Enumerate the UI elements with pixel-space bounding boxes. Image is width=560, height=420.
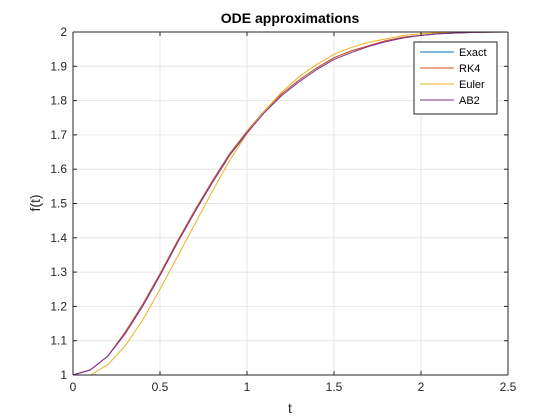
y-tick-label: 1.5 — [50, 197, 67, 211]
series-line-euler — [73, 31, 508, 376]
y-tick-label: 2 — [60, 25, 67, 39]
legend-item-euler: Euler — [420, 79, 485, 91]
y-tick-label: 1.4 — [50, 231, 67, 245]
y-tick-label: 1.3 — [50, 265, 67, 279]
axis-ticks: 0 0.5 1 1.5 2 2.5 1 1.1 1.2 1.3 1.4 1.5 1.6 1.7 1.8 1.9… — [50, 25, 516, 394]
y-tick-label: 1 — [60, 368, 67, 382]
y-tick-label: 1.2 — [50, 299, 67, 313]
grid-lines — [73, 32, 508, 375]
series-line-ab2 — [72, 31, 509, 376]
legend-item-exact: Exact — [420, 47, 487, 59]
y-tick-label: 1.7 — [50, 128, 67, 142]
legend-item-rk4: RK4 — [420, 63, 480, 75]
series-lines — [72, 31, 509, 376]
x-tick-label: 0.5 — [152, 380, 169, 394]
legend-label-euler: Euler — [459, 79, 485, 91]
y-tick-label: 1.1 — [50, 334, 67, 348]
x-tick-label: 0 — [70, 380, 77, 394]
legend-label-ab2: AB2 — [459, 95, 480, 107]
y-axis-label: f(t) — [27, 194, 43, 211]
y-tick-label: 1.8 — [50, 94, 67, 108]
legend-box — [413, 41, 498, 115]
legend-items: Exact RK4 Euler AB2 — [420, 47, 487, 107]
chart-title: ODE approximations — [221, 10, 360, 26]
x-tick-label: 2.5 — [500, 380, 517, 394]
legend-label-rk4: RK4 — [459, 63, 480, 75]
y-tick-label: 1.9 — [50, 59, 67, 73]
x-tick-label: 1.5 — [326, 380, 343, 394]
x-tick-label: 2 — [418, 380, 425, 394]
legend: Exact RK4 Euler AB2 — [413, 41, 498, 115]
x-tick-label: 1 — [244, 380, 251, 394]
y-tick-label: 1.6 — [50, 162, 67, 176]
x-axis-label: t — [288, 400, 292, 416]
legend-label-exact: Exact — [459, 47, 487, 59]
legend-item-ab2: AB2 — [420, 95, 480, 107]
